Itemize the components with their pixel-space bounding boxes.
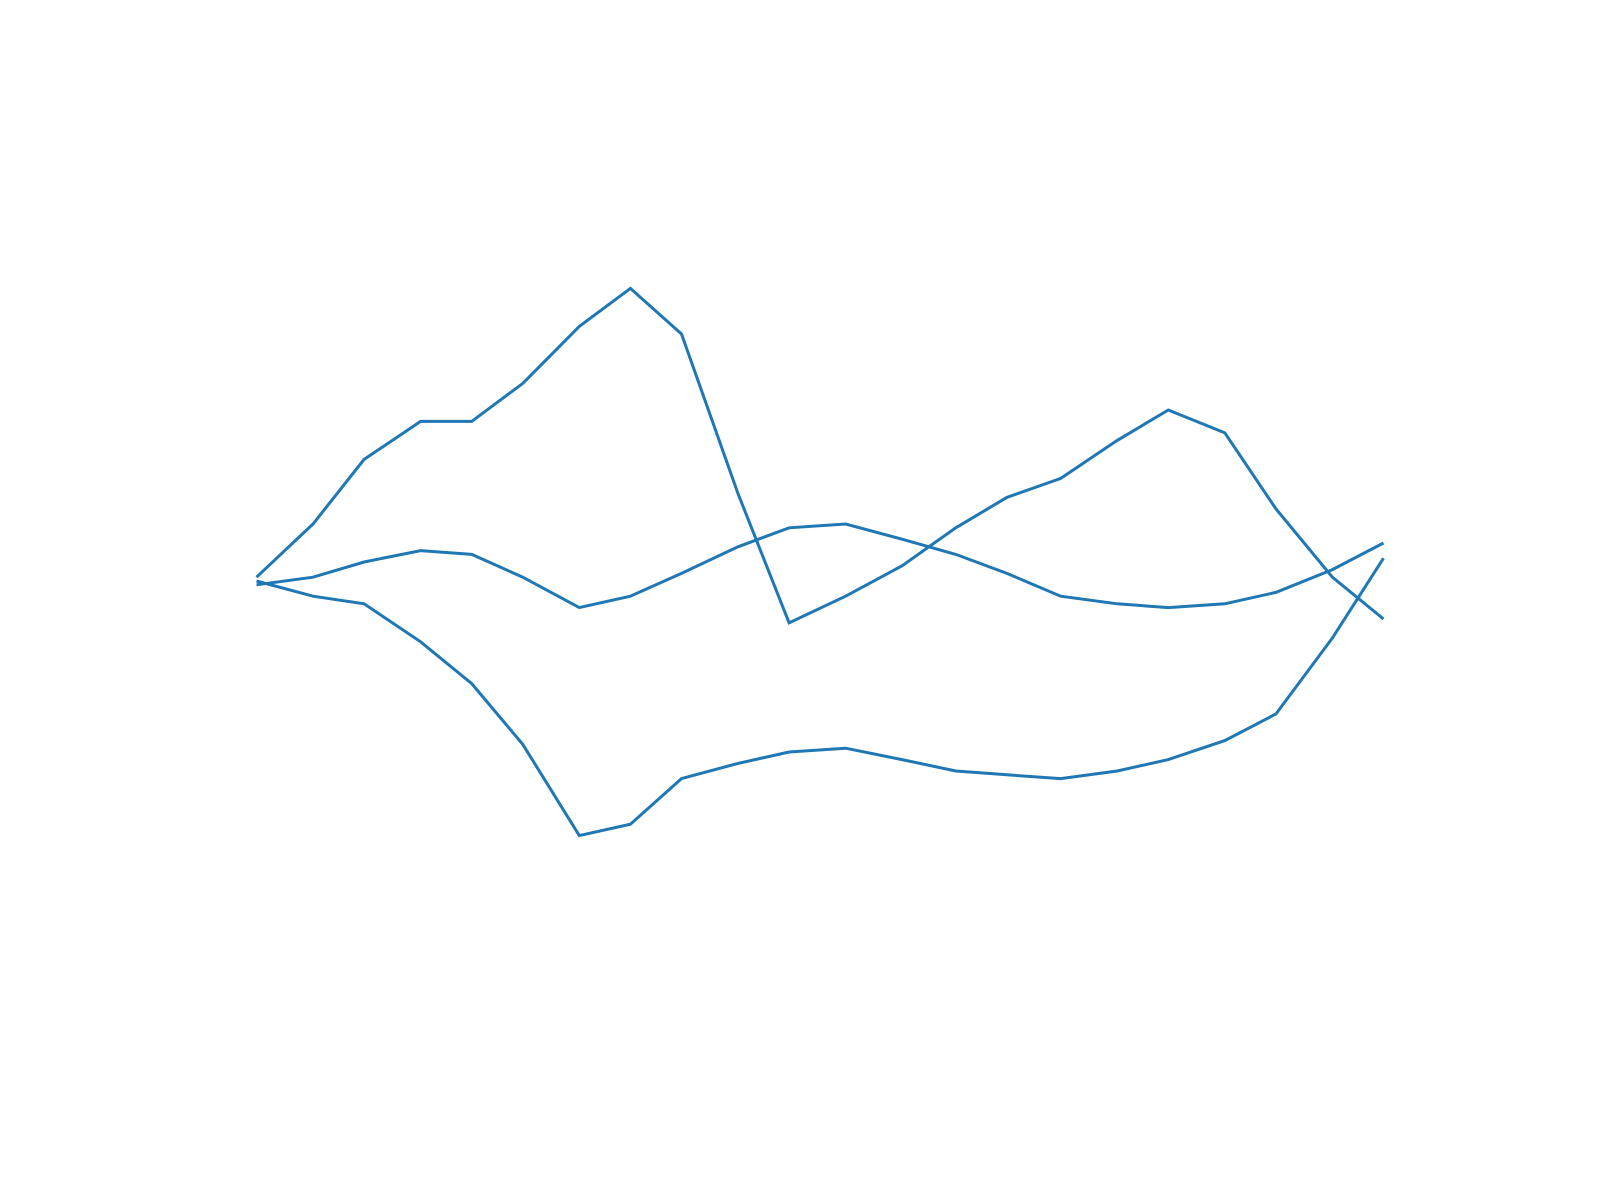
series-layer (255, 286, 1385, 838)
series-line-2 (256, 522, 1385, 610)
series-line-1 (255, 286, 1385, 625)
series-line-3 (256, 557, 1385, 838)
